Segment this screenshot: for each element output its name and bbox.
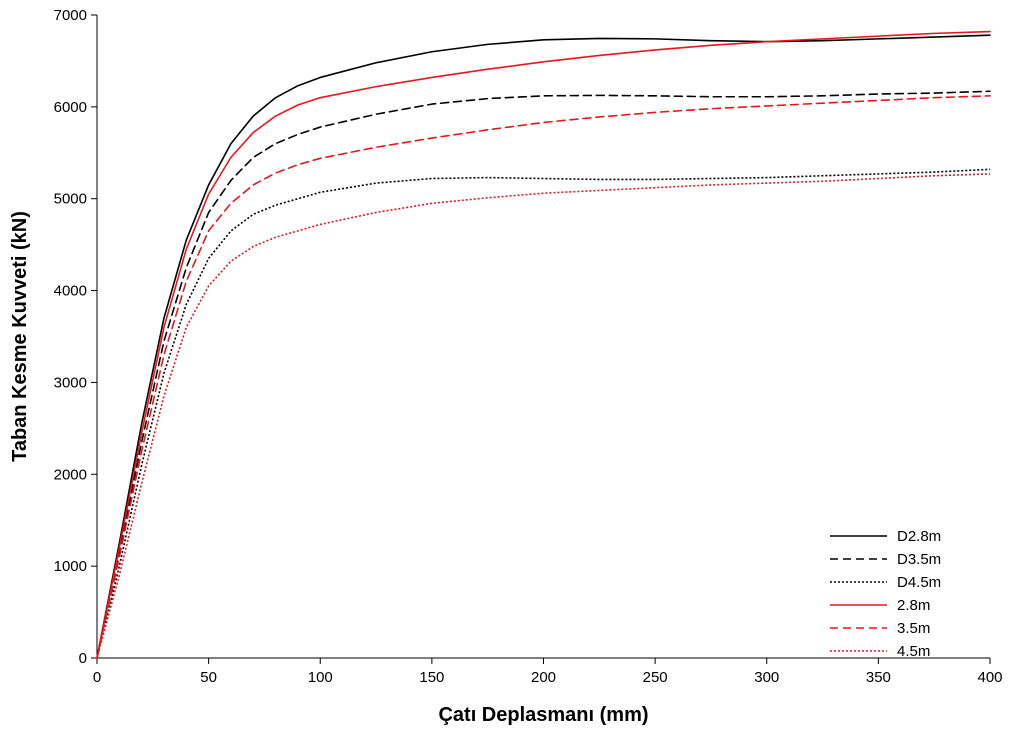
x-tick-label: 150 [419,669,444,686]
legend-label-d4-5m: D4.5m [897,574,941,591]
x-tick-label: 50 [200,669,217,686]
legend: D2.8m D3.5m D4.5m 2.8m 3.5m 4.5m [830,528,941,660]
series-line-4-5m [96,173,991,659]
legend-label-d2-8m: D2.8m [897,528,941,545]
series-line-3-5m [96,95,991,659]
y-tick-label: 4000 [54,283,87,300]
y-tick-label: 5000 [54,191,87,208]
x-axis-ticks: 0 50 100 150 200 250 300 350 400 [93,658,1003,686]
x-axis-title: Çatı Deplasmanı (mm) [438,704,648,726]
x-tick-label: 400 [977,669,1002,686]
series-lines [96,30,991,659]
x-tick-label: 200 [531,669,556,686]
series-line-d3-5m [96,90,991,659]
y-tick-label: 0 [79,650,87,667]
y-tick-label: 7000 [54,7,87,24]
y-axis-title: Taban Kesme Kuvveti (kN) [9,211,31,462]
y-tick-label: 3000 [54,374,87,391]
series-line-d2-8m [96,34,991,659]
legend-label-4-5m: 4.5m [897,643,930,660]
legend-label-2-8m: 2.8m [897,597,930,614]
plot-area: 0 50 100 150 200 250 300 350 400 0 1000 2000 3000 40… [54,7,1003,686]
series-line-2-8m [96,30,991,659]
y-tick-label: 6000 [54,99,87,116]
x-tick-label: 350 [866,669,891,686]
y-tick-label: 1000 [54,558,87,575]
y-tick-label: 2000 [54,466,87,483]
legend-label-d3-5m: D3.5m [897,551,941,568]
x-tick-label: 100 [308,669,333,686]
y-axis-ticks: 0 1000 2000 3000 4000 5000 6000 7000 [54,7,97,667]
legend-label-3-5m: 3.5m [897,620,930,637]
series-line-d4-5m [96,168,991,659]
x-tick-label: 0 [93,669,101,686]
x-tick-label: 300 [754,669,779,686]
x-tick-label: 250 [643,669,668,686]
